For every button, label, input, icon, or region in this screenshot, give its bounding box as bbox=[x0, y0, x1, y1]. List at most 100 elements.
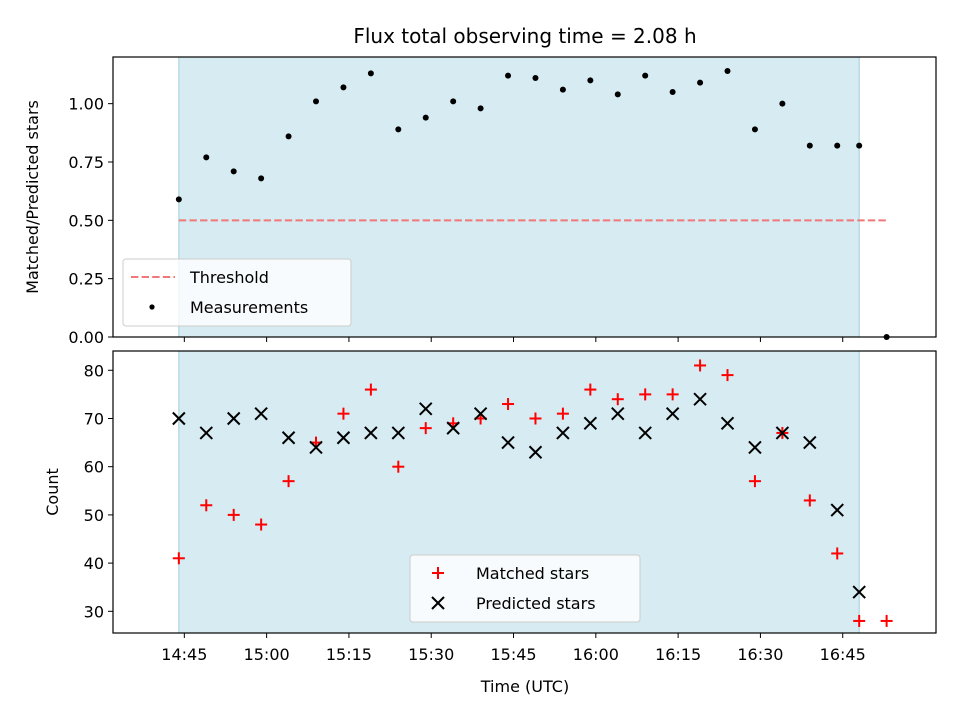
predicted-star-marker-b bbox=[419, 402, 433, 416]
measurement-point bbox=[614, 91, 621, 98]
predicted-star-marker-b bbox=[775, 426, 790, 440]
measurement-point bbox=[367, 70, 374, 77]
measurement-point bbox=[313, 98, 320, 105]
predicted-star-marker bbox=[172, 411, 186, 426]
measurement-point bbox=[587, 77, 594, 84]
top-y-tick-label: 0.75 bbox=[68, 153, 104, 172]
measurement-point bbox=[669, 89, 676, 95]
measurement-point bbox=[340, 84, 347, 91]
predicted-star-marker-b bbox=[830, 503, 844, 517]
predicted-star-marker-b bbox=[199, 426, 213, 440]
measurement-point bbox=[642, 72, 649, 79]
measurement-point bbox=[806, 142, 813, 149]
matched-star-marker bbox=[748, 475, 761, 488]
bottom-x-tick-label: 16:45 bbox=[820, 645, 866, 664]
matched-star-marker bbox=[853, 614, 866, 627]
bottom-y-tick-label: 70 bbox=[84, 409, 104, 428]
matched-star-marker bbox=[721, 369, 734, 382]
top-y-tick-label: 0.50 bbox=[68, 211, 104, 230]
measurement-point bbox=[779, 100, 786, 107]
matched-star-marker bbox=[556, 407, 569, 420]
measurement-point bbox=[559, 86, 566, 93]
legend-measurements-swatch bbox=[149, 304, 155, 310]
measurement-point bbox=[175, 196, 182, 203]
bottom-y-tick-label: 30 bbox=[84, 602, 104, 621]
top-y-axis-label: Matched/Predicted stars bbox=[23, 100, 42, 294]
bottom-x-tick-label: 15:15 bbox=[326, 645, 372, 664]
predicted-star-marker-b bbox=[226, 411, 241, 426]
predicted-star-marker bbox=[556, 426, 570, 440]
matched-star-marker bbox=[529, 412, 542, 425]
measurement-point bbox=[834, 142, 841, 149]
legend-measurements-label: Measurements bbox=[190, 298, 308, 317]
matched-star-marker bbox=[172, 552, 185, 565]
measurement-point bbox=[258, 175, 265, 182]
predicted-star-marker bbox=[830, 503, 844, 517]
measurement-point bbox=[751, 126, 758, 133]
bottom-y-ticks: 30 40 50 60 70 80 bbox=[84, 361, 113, 621]
chart-title: Flux total observing time = 2.08 h bbox=[353, 24, 696, 48]
bottom-x-tick-label: 15:00 bbox=[244, 645, 290, 664]
predicted-star-marker bbox=[803, 435, 817, 450]
predicted-star-marker-b bbox=[720, 416, 735, 431]
bottom-y-tick-label: 40 bbox=[84, 554, 104, 573]
predicted-star-marker bbox=[309, 440, 323, 455]
predicted-star-marker-b bbox=[391, 426, 406, 440]
matched-star-marker bbox=[694, 359, 707, 372]
predicted-star-marker bbox=[446, 421, 460, 435]
top-legend-box bbox=[122, 258, 352, 327]
predicted-star-marker bbox=[226, 411, 241, 426]
predicted-star-marker-b bbox=[501, 435, 515, 450]
measurement-point bbox=[532, 75, 539, 81]
bottom-x-tick-label: 14:45 bbox=[161, 645, 207, 664]
matched-star-marker bbox=[502, 398, 515, 411]
predicted-star-marker-b bbox=[748, 440, 762, 455]
predicted-star-marker bbox=[419, 402, 433, 416]
predicted-star-marker bbox=[852, 585, 866, 599]
matched-star-marker bbox=[227, 508, 240, 521]
predicted-star-marker bbox=[720, 416, 735, 431]
legend-predicted-swatch bbox=[431, 596, 445, 610]
bottom-x-tick-label: 15:30 bbox=[408, 645, 454, 664]
bottom-panel: 30 40 50 60 70 80 14:45 15:00 15:15 15:30 15:45 16… bbox=[43, 350, 937, 696]
measurement-point bbox=[477, 105, 484, 112]
predicted-star-marker bbox=[748, 440, 762, 455]
predicted-star-marker bbox=[254, 406, 268, 421]
matched-star-marker bbox=[392, 460, 405, 473]
measurement-points bbox=[175, 68, 890, 340]
predicted-star-marker-b bbox=[172, 411, 186, 426]
top-y-ticks: 0.00 0.25 0.50 0.75 1.00 bbox=[68, 95, 113, 347]
bottom-axes-frame bbox=[112, 350, 937, 634]
top-panel: 0.00 0.25 0.50 0.75 1.00 Matched/Predicted s… bbox=[23, 56, 937, 347]
matched-star-marker bbox=[282, 475, 295, 488]
matched-star-marker bbox=[255, 518, 268, 531]
top-x-ticks bbox=[183, 337, 844, 342]
matched-star-marker bbox=[419, 422, 432, 435]
bottom-y-axis-label: Count bbox=[43, 468, 62, 516]
predicted-star-marker bbox=[364, 426, 378, 440]
bottom-x-tick-label: 15:45 bbox=[490, 645, 536, 664]
bottom-x-tick-label: 16:15 bbox=[655, 645, 701, 664]
predicted-star-marker-b bbox=[803, 435, 817, 450]
measurement-point bbox=[203, 154, 210, 161]
matched-star-marker bbox=[639, 388, 652, 401]
measurement-point bbox=[285, 133, 292, 140]
legend-threshold-label: Threshold bbox=[189, 268, 269, 287]
predicted-star-marker bbox=[199, 426, 213, 440]
predicted-star-marker bbox=[473, 406, 488, 421]
predicted-star-marker bbox=[775, 426, 790, 440]
predicted-star-marker-b bbox=[665, 406, 680, 421]
legend-matched-swatch bbox=[432, 567, 444, 579]
predicted-star-marker-b bbox=[611, 406, 625, 421]
top-y-tick-label: 1.00 bbox=[68, 95, 104, 114]
predicted-star-marker-b bbox=[556, 426, 570, 440]
predicted-star-marker-b bbox=[309, 440, 323, 455]
predicted-star-marker bbox=[611, 406, 625, 421]
matched-star-marker bbox=[803, 494, 816, 507]
bottom-y-tick-label: 50 bbox=[84, 506, 104, 525]
predicted-star-marker-b bbox=[583, 416, 598, 431]
legend-matched-label: Matched stars bbox=[476, 564, 589, 583]
bottom-y-tick-label: 60 bbox=[84, 458, 104, 477]
bottom-x-tick-label: 16:00 bbox=[573, 645, 619, 664]
predicted-star-marker bbox=[391, 426, 406, 440]
